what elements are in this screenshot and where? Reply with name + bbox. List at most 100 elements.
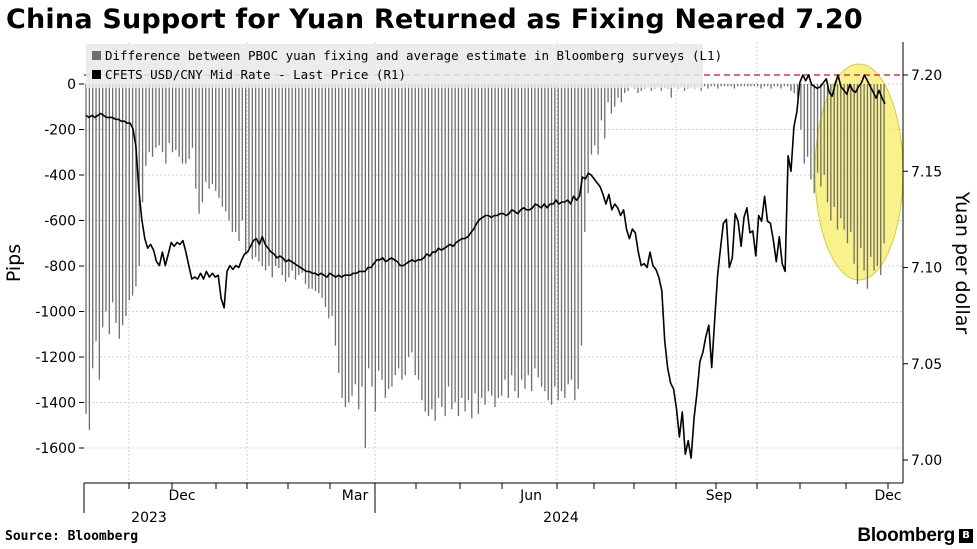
- line-series: [85, 74, 886, 459]
- bar: [298, 84, 300, 276]
- bar: [487, 84, 490, 392]
- bar: [800, 84, 802, 130]
- bar: [504, 84, 506, 380]
- bar: [770, 84, 772, 89]
- bar: [324, 84, 327, 307]
- bar: [271, 84, 273, 278]
- left-tick-label: -400: [44, 168, 76, 184]
- right-axis-title: Yuan per dollar: [951, 191, 973, 335]
- bar: [314, 84, 317, 292]
- left-tick-label: -1400: [35, 396, 76, 412]
- bar: [560, 84, 563, 392]
- right-tick-label: 7.05: [911, 357, 942, 373]
- left-tick-label: 0: [67, 77, 76, 93]
- bar: [374, 84, 376, 412]
- bar: [780, 84, 782, 89]
- bar: [451, 84, 453, 410]
- bar: [707, 84, 709, 89]
- bar: [185, 84, 187, 164]
- left-axis-title: Pips: [3, 244, 25, 282]
- bar: [607, 84, 609, 103]
- brand-mark-icon: B: [959, 529, 973, 543]
- bar: [268, 84, 270, 266]
- bar: [786, 84, 789, 87]
- bar: [461, 84, 463, 398]
- bar: [594, 84, 596, 146]
- bar: [517, 84, 519, 398]
- bar: [328, 84, 330, 319]
- bar: [145, 84, 147, 166]
- bar: [88, 84, 91, 430]
- bar: [820, 84, 822, 187]
- bar: [796, 84, 799, 98]
- bar: [806, 84, 809, 157]
- bar: [148, 84, 150, 153]
- bar: [803, 84, 805, 164]
- bar: [125, 84, 127, 317]
- bar: [590, 84, 593, 155]
- bar: [843, 84, 845, 230]
- bar: [514, 84, 516, 392]
- bar: [334, 84, 337, 346]
- bar: [431, 84, 433, 410]
- bar: [161, 84, 164, 153]
- bar: [221, 84, 224, 207]
- bar: [491, 84, 493, 396]
- bar: [407, 84, 410, 357]
- bar: [773, 84, 775, 87]
- highlight-ellipse: [814, 63, 904, 281]
- bar: [165, 84, 167, 164]
- bar: [421, 84, 423, 401]
- right-tick-label: 7.15: [911, 164, 942, 180]
- x-month-label: Sep: [706, 488, 733, 504]
- bar: [753, 84, 756, 87]
- bar: [823, 84, 825, 175]
- bar: [783, 84, 785, 87]
- bar: [281, 84, 283, 276]
- legend-swatch-bars: [92, 51, 101, 60]
- bar: [394, 84, 396, 376]
- bar: [723, 84, 726, 87]
- left-tick-label: -800: [44, 259, 76, 275]
- bar: [251, 84, 253, 260]
- bar: [414, 84, 416, 376]
- bar: [870, 84, 872, 257]
- bar: [717, 84, 719, 89]
- bar: [231, 84, 233, 232]
- bar: [853, 84, 855, 264]
- bar: [344, 84, 347, 408]
- bar: [351, 84, 353, 396]
- bar: [245, 84, 247, 255]
- bar: [501, 84, 503, 396]
- bar: [318, 84, 320, 294]
- bar: [554, 84, 556, 387]
- bar: [171, 84, 174, 153]
- bar: [527, 84, 529, 376]
- bar: [836, 84, 839, 230]
- bar: [587, 84, 589, 194]
- bar-series: [85, 84, 885, 448]
- legend-label-bars: Difference between PBOC yuan fixing and …: [105, 48, 722, 63]
- bar: [876, 84, 879, 266]
- bar: [620, 84, 623, 103]
- bar: [178, 84, 180, 157]
- bar: [550, 84, 553, 405]
- bar: [600, 84, 603, 121]
- bar: [115, 84, 117, 323]
- bar: [610, 84, 613, 114]
- bar: [477, 84, 480, 414]
- bar: [530, 84, 533, 392]
- bar: [547, 84, 549, 401]
- left-tick-label: -200: [44, 123, 76, 139]
- bar: [188, 84, 190, 160]
- gridlines: [84, 42, 903, 483]
- bar: [424, 84, 426, 412]
- bar: [624, 84, 626, 94]
- bar: [427, 84, 430, 417]
- x-year-label: 2024: [543, 510, 579, 526]
- bar: [830, 84, 832, 221]
- legend-swatch-line: [92, 70, 101, 79]
- bar: [863, 84, 865, 271]
- bar: [215, 84, 217, 191]
